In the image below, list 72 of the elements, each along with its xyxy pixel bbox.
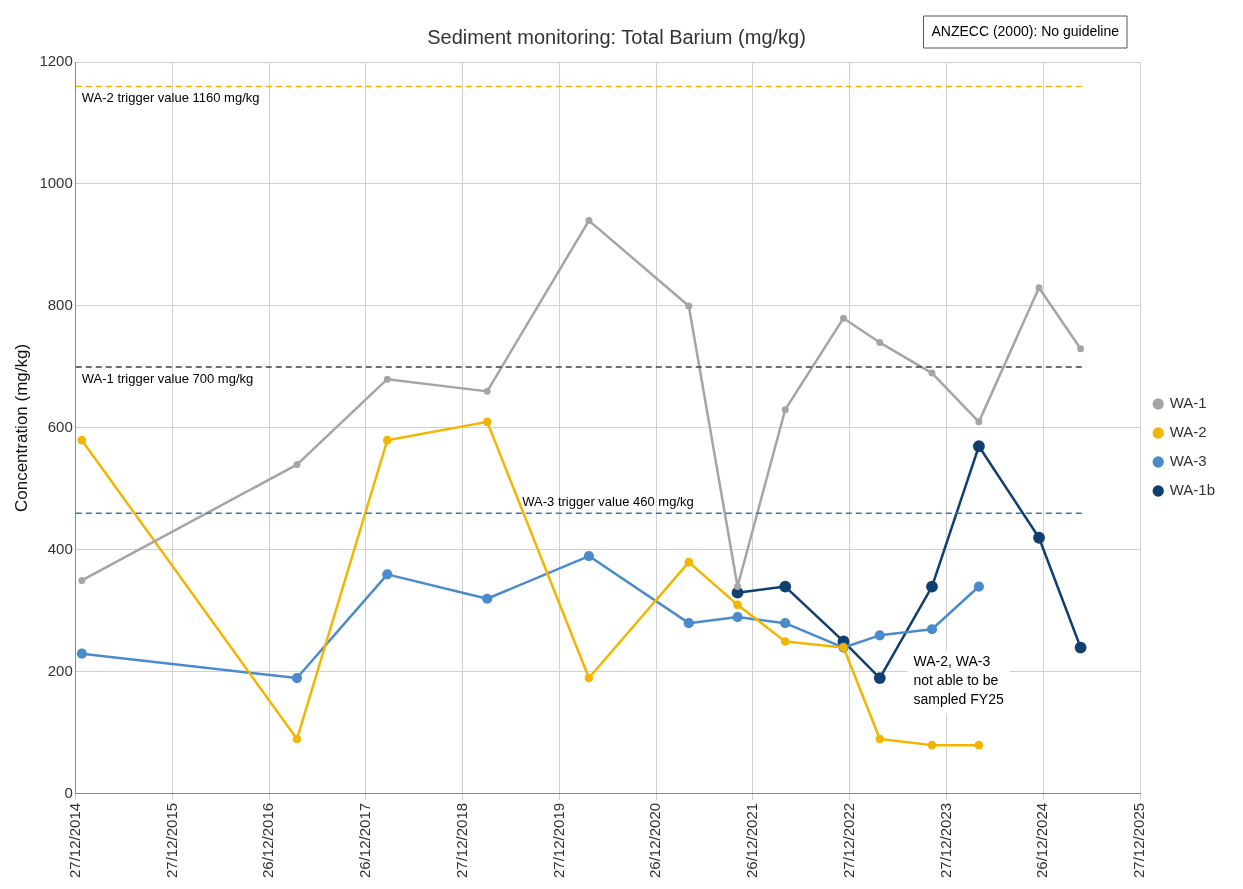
point — [585, 217, 593, 225]
point — [875, 734, 885, 744]
point — [927, 740, 937, 750]
point — [293, 461, 301, 469]
x-tick-label: 26/12/2024 — [1033, 802, 1051, 878]
x-tick-label: 26/12/2016 — [259, 802, 277, 878]
point — [733, 600, 742, 610]
x-tick-label: 26/12/2021 — [743, 802, 761, 878]
point — [1035, 284, 1043, 292]
y-axis-title: Concentration (mg/kg) — [11, 343, 31, 513]
point — [483, 387, 491, 395]
point — [292, 734, 302, 744]
y-tick-label: 1000 — [39, 174, 73, 192]
point — [780, 618, 791, 629]
point — [291, 672, 303, 684]
point — [482, 593, 493, 604]
point — [77, 435, 87, 445]
point — [734, 583, 742, 591]
ref-line-label: WA-2 trigger value 1160 mg/kg — [81, 90, 260, 106]
x-tick-label: 26/12/2017 — [356, 802, 373, 878]
x-tick-label: 27/12/2025 — [1130, 802, 1148, 878]
y-tick-label: 1200 — [39, 52, 73, 70]
point — [1033, 531, 1045, 544]
y-tick-label: 600 — [47, 418, 73, 436]
point — [928, 369, 936, 377]
x-tick-label: 27/12/2019 — [549, 802, 567, 878]
point — [482, 417, 492, 427]
ref-line-label: WA-3 trigger value 460 mg/kg — [522, 494, 694, 510]
point — [583, 550, 595, 562]
ref-line-label: WA-1 trigger value 700 mg/kg — [81, 371, 254, 387]
point — [1077, 345, 1085, 353]
point — [926, 624, 938, 635]
legend-label: WA-3 — [1169, 452, 1207, 470]
x-tick-label: 27/12/2015 — [162, 802, 180, 878]
point — [78, 576, 86, 584]
point — [584, 673, 594, 683]
annotation: WA-2, WA-3 not able to be sampled FY25 — [913, 652, 1004, 707]
point — [685, 302, 693, 310]
chart-title: Sediment monitoring: Total Barium (mg/kg) — [427, 25, 806, 48]
point — [780, 637, 790, 646]
text: ANZECC (2000): No guideline — [931, 22, 1120, 39]
point — [76, 648, 87, 659]
point — [732, 611, 743, 623]
point — [972, 440, 985, 453]
y-tick-label: 200 — [47, 662, 73, 680]
x-tick-label: 27/12/2023 — [936, 802, 954, 878]
point — [973, 581, 984, 592]
x-tick-label: 27/12/2014 — [65, 802, 83, 878]
point — [684, 557, 694, 567]
x-tick-label: 27/12/2022 — [840, 802, 857, 878]
point — [383, 435, 392, 445]
point — [873, 672, 886, 684]
legend-label: WA-1 — [1169, 394, 1207, 412]
point — [383, 375, 391, 383]
y-tick-label: 400 — [47, 540, 73, 558]
y-tick-label: 0 — [64, 784, 73, 802]
point — [876, 339, 884, 347]
x-tick-label: 27/12/2018 — [452, 802, 470, 878]
legend-label: WA-2 — [1169, 423, 1207, 441]
point — [974, 740, 984, 750]
y-tick-label: 800 — [47, 296, 73, 314]
legend-label: WA-1b — [1169, 481, 1216, 499]
point — [781, 406, 789, 414]
point — [975, 418, 983, 426]
point — [683, 618, 694, 629]
point — [779, 580, 792, 593]
point — [382, 569, 393, 580]
point — [840, 314, 848, 322]
point — [1074, 641, 1087, 654]
point — [926, 580, 938, 593]
x-tick-label: 26/12/2020 — [646, 802, 664, 878]
point — [874, 630, 885, 641]
